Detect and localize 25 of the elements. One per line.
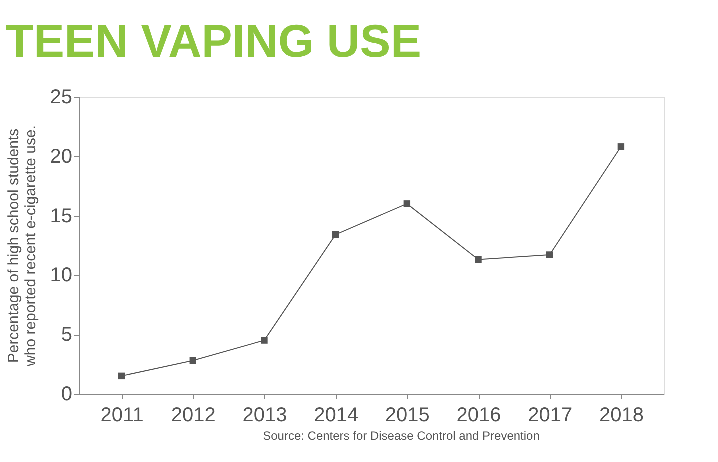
y-axis-title: Percentage of high school students who reported recent e-cigarette use.	[5, 126, 40, 368]
y-tick-label: 15	[50, 205, 72, 228]
x-tick-label: 2013	[242, 404, 288, 426]
x-tick-label: 2016	[456, 404, 502, 426]
y-tick-label: 5	[61, 324, 72, 346]
point	[332, 231, 340, 238]
point	[118, 372, 126, 380]
y-tick-label: 25	[50, 86, 72, 108]
y-tick-label: 20	[50, 146, 72, 168]
y-tick-label: 10	[50, 264, 72, 287]
point	[475, 256, 482, 264]
x-tick-label: 2017	[528, 404, 573, 426]
x-tick-label: 2015	[385, 404, 430, 426]
point	[261, 337, 268, 344]
source-note: Source: Centers for Disease Control and Prevention	[263, 429, 540, 443]
x-tick-label: 2014	[314, 404, 359, 426]
x-tick-label: 2018	[599, 404, 644, 426]
point	[618, 144, 625, 150]
y-tick-label: 0	[61, 384, 72, 406]
x-tick-label: 2011	[100, 404, 144, 426]
point	[190, 357, 196, 364]
chart-title: TEEN VAPING USE	[6, 15, 422, 67]
point	[404, 200, 411, 208]
x-tick-label: 2012	[171, 404, 216, 426]
point	[546, 252, 554, 258]
